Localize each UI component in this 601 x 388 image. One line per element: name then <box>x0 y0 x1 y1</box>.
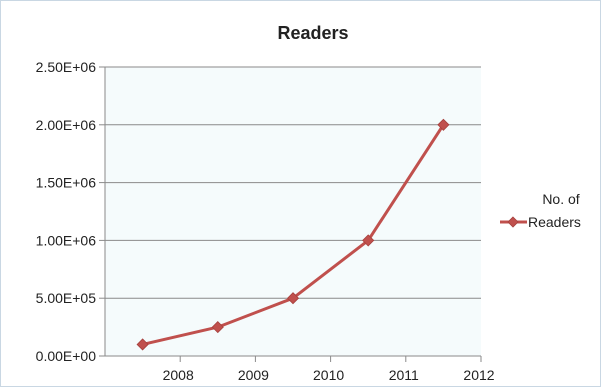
x-tick-label: 2012 <box>463 367 494 383</box>
x-tick-label: 2010 <box>313 367 344 383</box>
axes <box>104 67 481 357</box>
series-group <box>136 118 450 351</box>
y-axis-ticks: 0.00E+00 5.00E+05 1.00E+06 1.50E+06 2.00E+06… <box>36 59 105 364</box>
x-tick-label: 2009 <box>238 367 269 383</box>
gridlines <box>105 66 481 299</box>
x-tick-label: 2011 <box>389 367 419 383</box>
legend-label-line-2: Readers <box>528 214 581 230</box>
x-axis-ticks: 2008 2009 2010 2011 2012 <box>163 356 495 383</box>
legend-marker-diamond <box>507 216 519 228</box>
data-point-2012 <box>437 118 450 131</box>
y-tick-label: 2.00E+06 <box>36 117 97 133</box>
legend: No. of Readers <box>500 191 581 230</box>
y-tick-label: 5.00E+05 <box>36 290 97 306</box>
data-point-2010 <box>286 292 300 305</box>
y-tick-label: 2.50E+06 <box>36 59 97 75</box>
y-tick-label: 1.50E+06 <box>36 175 97 191</box>
data-point-2011 <box>362 234 375 247</box>
y-tick-label: 1.00E+06 <box>36 232 97 248</box>
chart-title: Readers <box>277 23 348 43</box>
plot-area <box>105 67 481 356</box>
data-point-2009 <box>211 321 224 334</box>
legend-label-line-1: No. of <box>542 191 579 207</box>
y-tick-label: 0.00E+00 <box>36 348 97 364</box>
x-tick-label: 2008 <box>163 367 194 383</box>
data-point-2008 <box>136 338 149 351</box>
